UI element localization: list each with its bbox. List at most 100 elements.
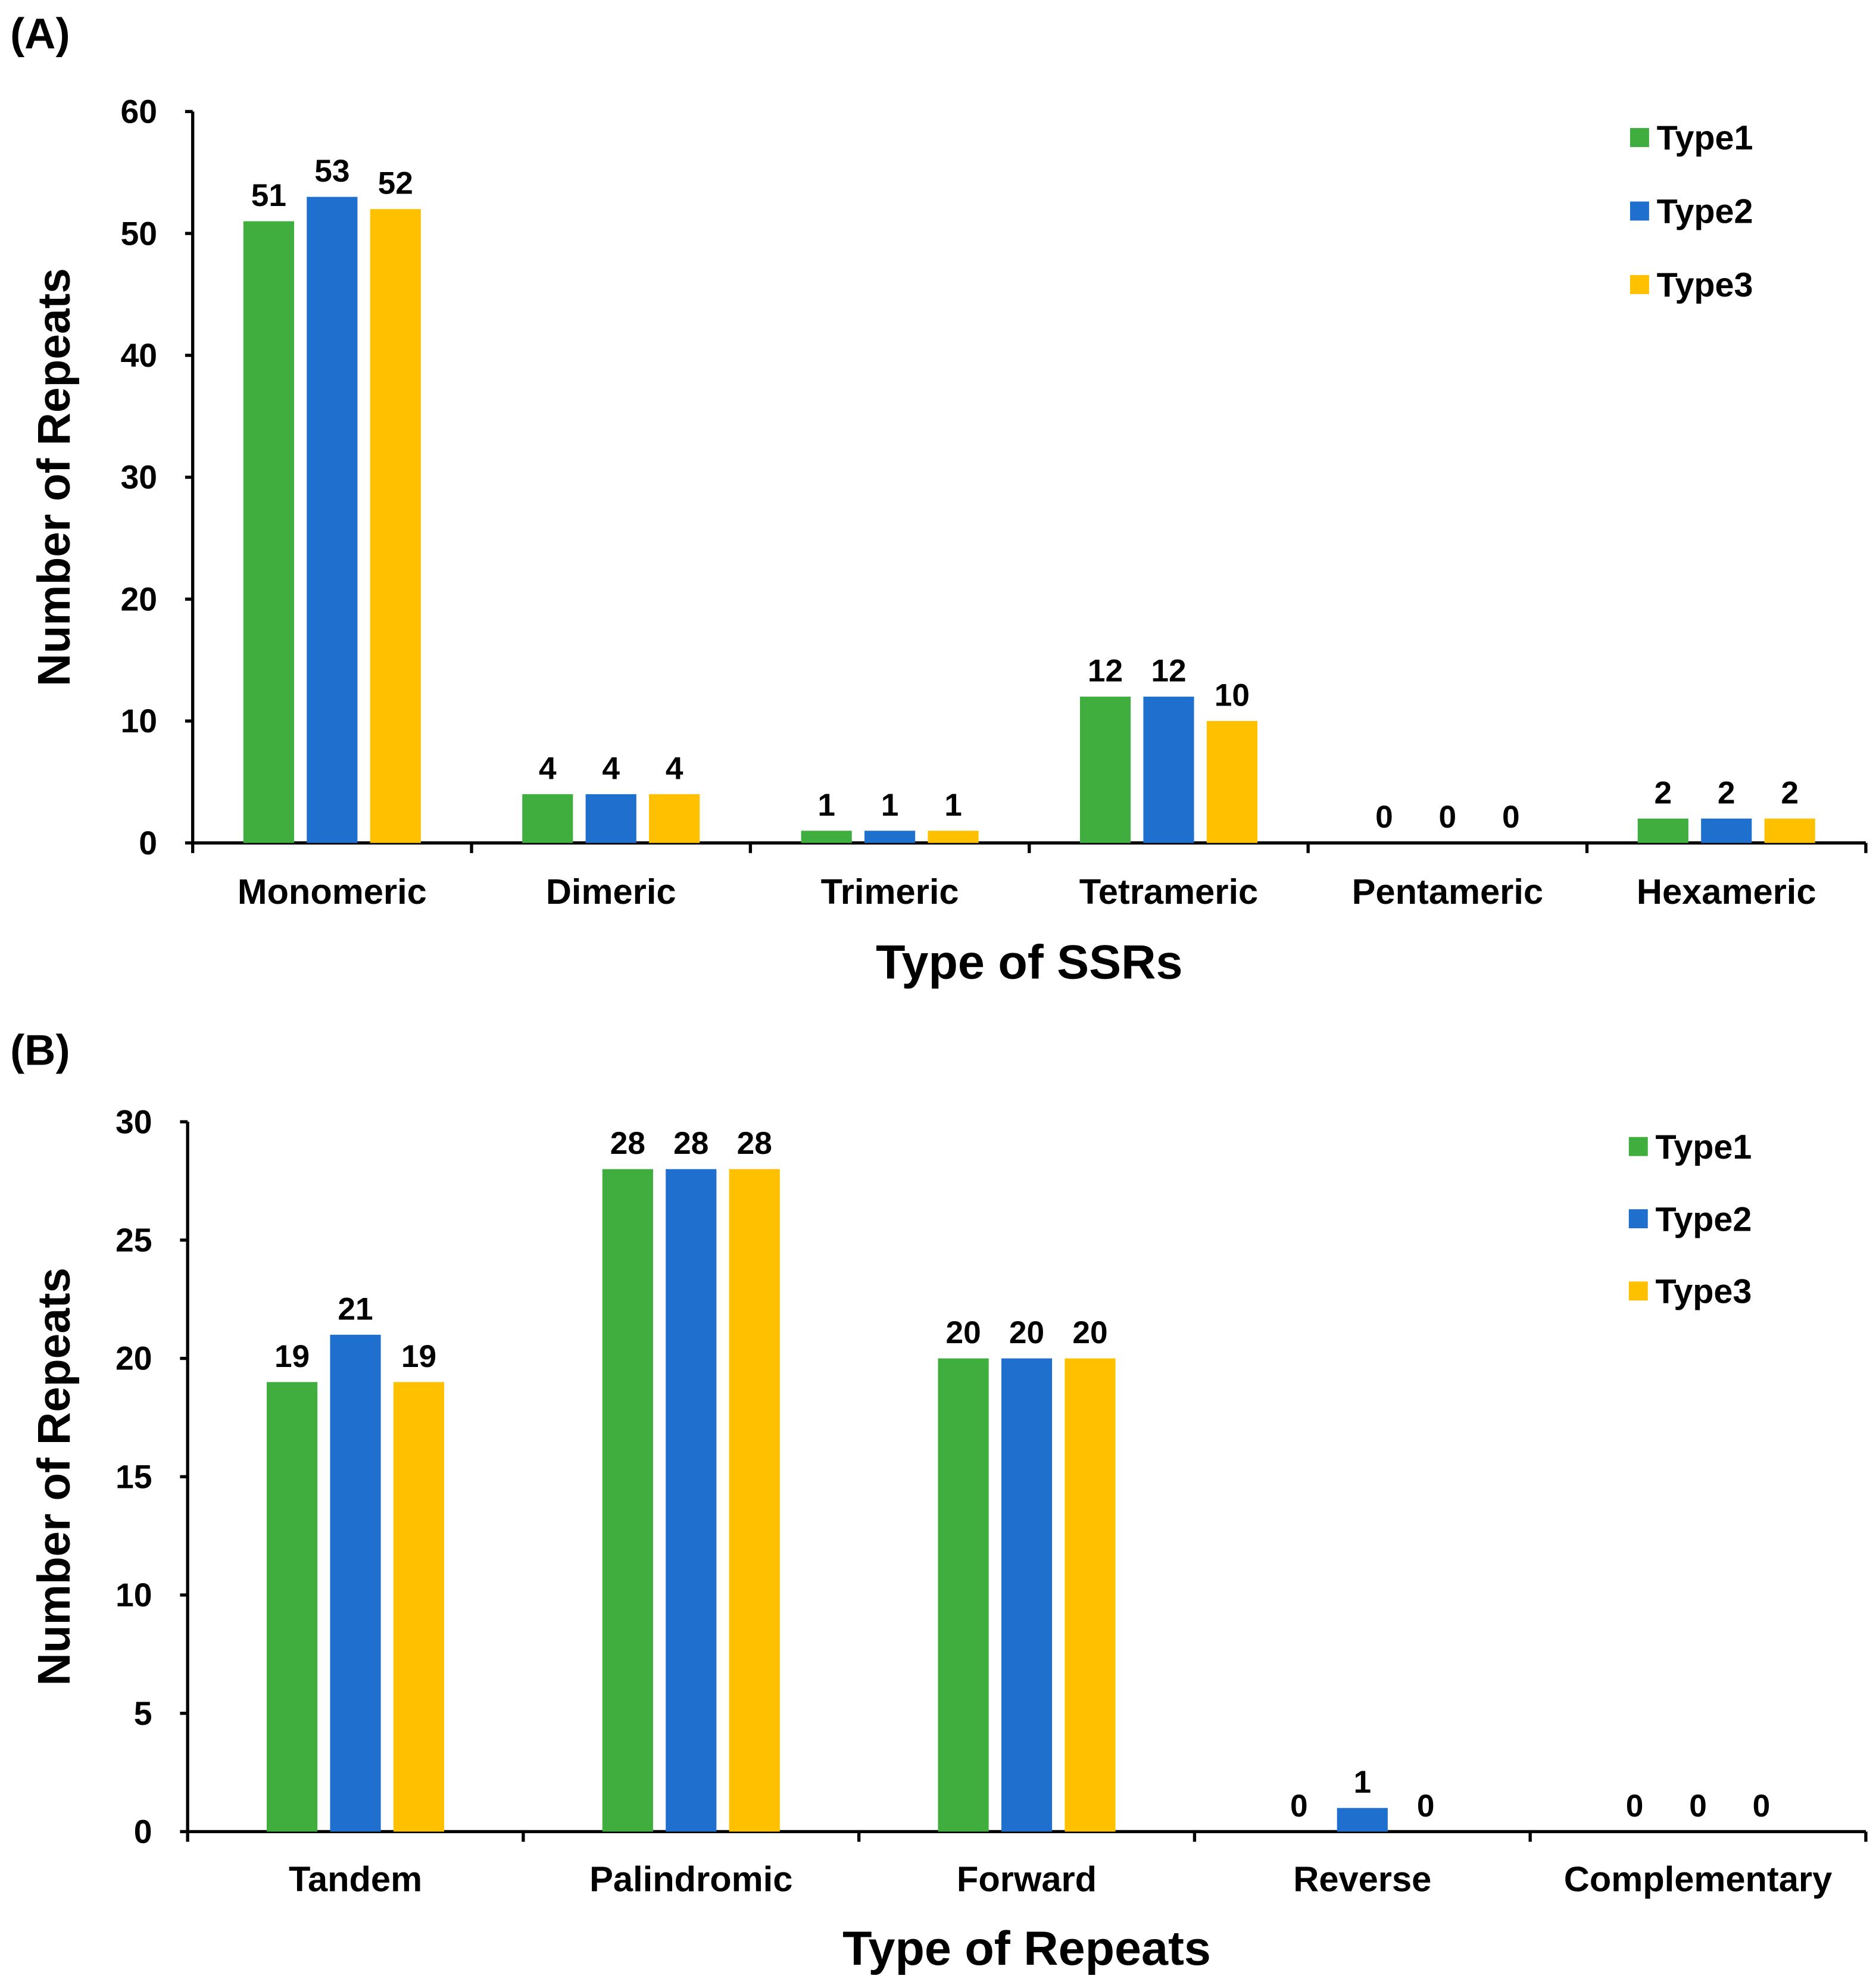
legend-label: Type2	[1656, 1200, 1752, 1238]
x-tick-label: Forward	[957, 1859, 1097, 1899]
bar-type3	[649, 794, 700, 843]
data-label: 1	[817, 788, 835, 823]
legend-swatch-type3	[1630, 274, 1649, 294]
x-axis-title: Type of Repeats	[842, 1922, 1211, 1975]
legend-label: Type3	[1657, 266, 1753, 304]
bar-type1	[266, 1382, 318, 1832]
data-label: 53	[314, 154, 349, 189]
data-label: 0	[1439, 800, 1457, 835]
legend-swatch-type2	[1628, 1209, 1648, 1228]
bar-type2	[585, 794, 636, 843]
data-label: 0	[1626, 1789, 1644, 1824]
data-label: 21	[338, 1291, 373, 1327]
y-tick-label: 15	[116, 1458, 152, 1495]
y-tick-label: 60	[120, 93, 157, 130]
y-tick-label: 10	[116, 1577, 152, 1613]
data-label: 0	[1290, 1789, 1308, 1824]
legend-swatch-type2	[1630, 201, 1649, 221]
x-tick-label: Tetrameric	[1079, 872, 1258, 912]
bar-type1	[1079, 697, 1131, 843]
y-tick-label: 5	[134, 1695, 152, 1732]
y-tick-label: 20	[116, 1340, 152, 1377]
data-label: 4	[539, 751, 557, 786]
x-tick-label: Palindromic	[589, 1859, 792, 1899]
legend-label: Type2	[1657, 193, 1753, 231]
x-tick-label: Hexameric	[1637, 872, 1816, 912]
data-label: 10	[1215, 678, 1250, 713]
bar-type3	[928, 831, 979, 843]
data-label: 2	[1718, 775, 1735, 810]
legend-swatch-type3	[1628, 1281, 1648, 1301]
y-tick-label: 0	[134, 1814, 152, 1850]
bar-type1	[522, 794, 573, 843]
data-label: 2	[1654, 775, 1672, 810]
x-tick-label: Tandem	[289, 1859, 422, 1899]
data-label: 20	[945, 1315, 981, 1350]
data-label: 12	[1151, 654, 1186, 689]
bar-type2	[1701, 818, 1752, 843]
data-label: 20	[1072, 1315, 1107, 1350]
x-tick-label: Reverse	[1293, 1859, 1431, 1899]
data-label: 2	[1781, 775, 1799, 810]
bar-type3	[370, 209, 421, 843]
data-label: 0	[1417, 1789, 1435, 1824]
bar-type1	[801, 831, 852, 843]
y-tick-label: 30	[120, 459, 157, 496]
y-tick-label: 10	[120, 703, 157, 739]
bar-type2	[1001, 1358, 1053, 1832]
data-label: 1	[881, 788, 899, 823]
bar-type1	[243, 221, 294, 843]
y-tick-label: 20	[120, 580, 157, 617]
x-tick-label: Monomeric	[238, 872, 427, 912]
x-tick-label: Complementary	[1564, 1859, 1833, 1899]
bar-type2	[666, 1169, 717, 1832]
y-tick-label: 0	[139, 825, 157, 862]
data-label: 28	[737, 1126, 772, 1161]
legend-label: Type1	[1656, 1128, 1752, 1166]
data-label: 4	[602, 751, 620, 786]
y-axis-title: Number of Repeats	[29, 1268, 80, 1686]
bar-type1	[938, 1358, 989, 1832]
legend-swatch-type1	[1630, 128, 1649, 147]
x-tick-label: Pentameric	[1352, 872, 1543, 912]
data-label: 0	[1753, 1789, 1771, 1824]
x-tick-label: Dimeric	[546, 872, 676, 912]
bar-type2	[1143, 697, 1194, 843]
data-label: 52	[378, 166, 413, 201]
x-tick-label: Trimeric	[821, 872, 959, 912]
data-label: 0	[1689, 1789, 1707, 1824]
bar-type1	[1637, 818, 1688, 843]
data-label: 4	[666, 751, 683, 786]
bar-type2	[1337, 1808, 1388, 1832]
data-label: 0	[1502, 800, 1520, 835]
bar-type3	[1764, 818, 1815, 843]
bar-type2	[330, 1334, 381, 1832]
data-label: 1	[944, 788, 962, 823]
data-label: 19	[401, 1339, 436, 1374]
y-tick-label: 25	[116, 1222, 152, 1259]
bar-type3	[729, 1169, 780, 1832]
data-label: 51	[251, 178, 286, 213]
data-label: 1	[1353, 1765, 1371, 1800]
y-tick-label: 50	[120, 215, 157, 252]
bar-type3	[393, 1382, 445, 1832]
y-axis-title: Number of Repeats	[29, 268, 80, 686]
data-label: 12	[1088, 654, 1123, 689]
legend-label: Type1	[1657, 119, 1753, 157]
data-label: 28	[673, 1126, 708, 1161]
x-axis-title: Type of SSRs	[876, 936, 1182, 990]
legend-label: Type3	[1656, 1273, 1752, 1311]
data-label: 28	[610, 1126, 645, 1161]
bar-type3	[1065, 1358, 1116, 1832]
legend-swatch-type1	[1628, 1137, 1648, 1156]
bar-type2	[307, 196, 358, 843]
y-tick-label: 30	[116, 1103, 152, 1140]
bar-type3	[1206, 721, 1258, 843]
bar-type2	[864, 831, 916, 843]
data-label: 0	[1375, 800, 1393, 835]
panel-label: (A)	[10, 10, 70, 58]
bar-type1	[602, 1169, 653, 1832]
panel-label: (B)	[10, 1026, 70, 1074]
y-tick-label: 40	[120, 337, 157, 374]
